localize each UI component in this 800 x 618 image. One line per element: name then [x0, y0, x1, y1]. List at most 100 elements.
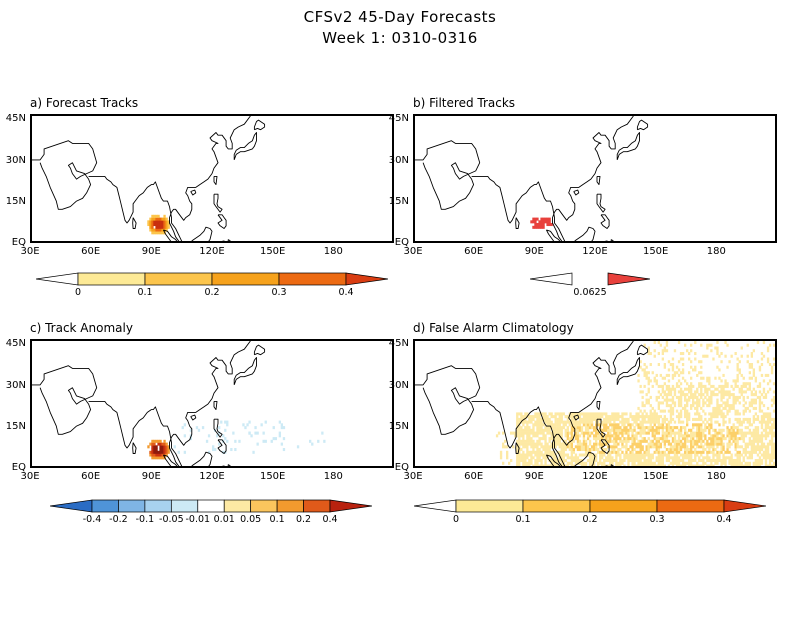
- false-alarm-cell: [637, 439, 640, 443]
- false-alarm-cell: [617, 437, 620, 441]
- false-alarm-cell: [716, 387, 719, 391]
- false-alarm-cell: [696, 373, 699, 377]
- false-alarm-cell: [538, 426, 541, 430]
- false-alarm-cell: [631, 450, 634, 454]
- lat-label: EQ: [11, 237, 26, 248]
- false-alarm-cell: [742, 382, 745, 386]
- false-alarm-cell: [615, 437, 618, 441]
- false-alarm-cell: [775, 423, 777, 426]
- false-alarm-cell: [653, 417, 656, 421]
- false-alarm-cell: [609, 453, 612, 457]
- false-alarm-cell: [518, 426, 521, 430]
- false-alarm-cell: [597, 431, 600, 435]
- false-alarm-cell: [639, 415, 642, 419]
- anomaly-negative-cell: [224, 428, 227, 432]
- false-alarm-cell: [684, 445, 687, 449]
- false-alarm-cell: [720, 445, 723, 449]
- false-alarm-cell: [671, 426, 675, 430]
- false-alarm-cell: [748, 387, 752, 391]
- forecast-track-cell: [163, 223, 166, 227]
- false-alarm-cell: [702, 450, 705, 454]
- false-alarm-cell: [750, 365, 754, 369]
- false-alarm-cell: [720, 387, 723, 391]
- false-alarm-cell: [637, 450, 640, 454]
- false-alarm-cell: [736, 453, 739, 457]
- false-alarm-cell: [766, 412, 770, 416]
- lat-label: 15N: [388, 420, 409, 432]
- forecast-track-cell: [149, 228, 152, 232]
- false-alarm-cell: [607, 459, 610, 463]
- false-alarm-cell: [681, 368, 685, 372]
- false-alarm-cell: [679, 464, 683, 466]
- colorbar-segment: [250, 499, 278, 513]
- false-alarm-cell: [548, 431, 551, 435]
- false-alarm-cell: [538, 423, 541, 427]
- false-alarm-cell: [631, 431, 634, 435]
- false-alarm-cell: [568, 420, 572, 424]
- false-alarm-cell: [720, 439, 723, 443]
- lon-label: 90E: [141, 246, 161, 257]
- coastline: [32, 365, 98, 435]
- false-alarm-cell: [673, 437, 677, 441]
- false-alarm-cell: [560, 412, 563, 416]
- false-alarm-cell: [675, 382, 679, 386]
- false-alarm-cell: [764, 448, 768, 452]
- false-alarm-cell: [750, 453, 754, 457]
- false-alarm-cell: [722, 390, 725, 394]
- false-alarm-cell: [754, 390, 758, 394]
- false-alarm-cell: [726, 428, 729, 432]
- false-alarm-cell: [663, 426, 667, 430]
- false-alarm-cell: [775, 388, 777, 391]
- false-alarm-cell: [576, 428, 580, 432]
- false-alarm-cell: [686, 445, 689, 449]
- false-alarm-cell: [706, 398, 709, 402]
- false-alarm-cell: [633, 415, 636, 419]
- coastline: [515, 442, 520, 454]
- false-alarm-cell: [724, 341, 727, 345]
- anomaly-negative-cell: [212, 445, 215, 449]
- false-alarm-cell: [702, 428, 705, 432]
- false-alarm-cell: [702, 384, 705, 388]
- false-alarm-cell: [657, 404, 661, 408]
- false-alarm-cell: [643, 417, 646, 421]
- false-alarm-cell: [524, 415, 527, 419]
- false-alarm-cell: [742, 420, 745, 424]
- false-alarm-cell: [736, 363, 739, 367]
- false-alarm-cell: [653, 412, 656, 416]
- false-alarm-cell: [532, 445, 535, 449]
- false-alarm-cell: [684, 395, 687, 399]
- false-alarm-cell: [554, 464, 557, 466]
- false-alarm-cell: [673, 450, 677, 454]
- false-alarm-cell: [679, 459, 683, 463]
- false-alarm-cell: [595, 439, 598, 443]
- false-alarm-cell: [522, 428, 525, 432]
- false-alarm-cell: [532, 415, 535, 419]
- false-alarm-cell: [572, 420, 576, 424]
- false-alarm-cell: [595, 434, 598, 438]
- false-alarm-cell: [710, 461, 713, 465]
- false-alarm-cell: [609, 417, 612, 421]
- false-alarm-cell: [698, 464, 701, 466]
- false-alarm-cell: [760, 357, 764, 361]
- false-alarm-cell: [688, 464, 691, 466]
- false-alarm-cell: [499, 453, 503, 457]
- anomaly-negative-cell: [309, 439, 312, 443]
- false-alarm-cell: [756, 417, 760, 421]
- false-alarm-cell: [686, 387, 689, 391]
- anomaly-positive-cell: [155, 450, 158, 454]
- false-alarm-cell: [657, 420, 661, 424]
- false-alarm-cell: [625, 431, 628, 435]
- false-alarm-cell: [532, 464, 535, 466]
- false-alarm-cell: [692, 439, 695, 443]
- anomaly-positive-cell: [157, 453, 160, 457]
- false-alarm-cell: [700, 384, 703, 388]
- false-alarm-cell: [663, 393, 667, 397]
- false-alarm-cell: [688, 415, 691, 419]
- false-alarm-cell: [718, 406, 721, 410]
- false-alarm-cell: [536, 456, 539, 460]
- coastline: [600, 439, 610, 454]
- false-alarm-cell: [710, 349, 713, 353]
- false-alarm-cell: [649, 417, 652, 421]
- false-alarm-cell: [718, 431, 721, 435]
- false-alarm-cell: [574, 445, 578, 449]
